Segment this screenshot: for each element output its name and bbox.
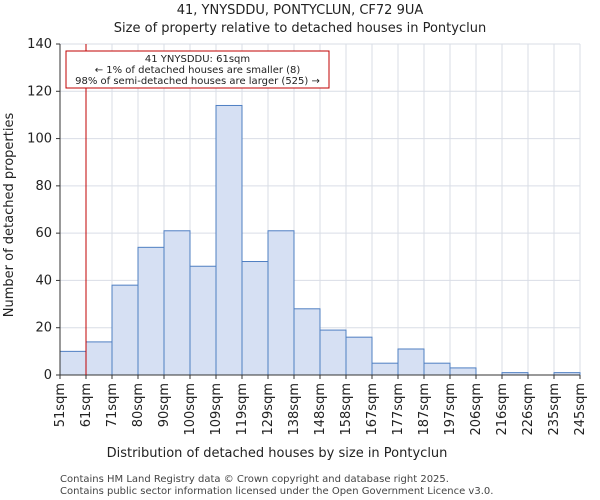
y-tick-label-20: 20 xyxy=(35,321,52,336)
x-tick-label-187sqm: 187sqm xyxy=(417,383,432,436)
x-tick-label-226sqm: 226sqm xyxy=(521,383,536,436)
x-tick-label-177sqm: 177sqm xyxy=(391,383,406,436)
bar-109sqm xyxy=(215,104,243,376)
bar-148sqm xyxy=(319,329,347,376)
annotation-smaller-text: ← 1% of detached houses are smaller (8) xyxy=(95,65,301,76)
bar-61sqm xyxy=(85,341,113,376)
bar-158sqm xyxy=(345,336,373,376)
y-tick-label-60: 60 xyxy=(35,226,52,241)
footer-copyright: Contains HM Land Registry data © Crown c… xyxy=(60,474,449,485)
annotation-box xyxy=(65,50,330,89)
bar-71sqm xyxy=(111,284,139,376)
x-tick-label-71sqm: 71sqm xyxy=(105,383,120,427)
x-axis-label: Distribution of detached houses by size … xyxy=(107,446,448,461)
bar-90sqm xyxy=(163,230,191,376)
y-tick-label-40: 40 xyxy=(35,273,52,288)
x-tick-label-61sqm: 61sqm xyxy=(79,383,94,427)
x-tick-label-167sqm: 167sqm xyxy=(365,383,380,436)
x-tick-label-216sqm: 216sqm xyxy=(495,383,510,436)
x-tick-label-197sqm: 197sqm xyxy=(443,383,458,436)
bar-129sqm xyxy=(267,230,295,376)
y-tick-label-100: 100 xyxy=(27,132,52,147)
chart-subtitle: Size of property relative to detached ho… xyxy=(114,21,486,36)
annotation-property-label: 41 YNYSDDU: 61sqm xyxy=(145,54,250,65)
y-axis-label: Number of detached properties xyxy=(2,113,17,318)
x-tick-label-51sqm: 51sqm xyxy=(53,383,68,427)
bar-138sqm xyxy=(293,308,321,376)
annotation-larger-text: 98% of semi-detached houses are larger (… xyxy=(75,76,320,87)
x-tick-label-109sqm: 109sqm xyxy=(209,383,224,436)
bar-51sqm xyxy=(59,350,87,376)
x-tick-label-129sqm: 129sqm xyxy=(261,383,276,436)
x-tick-label-100sqm: 100sqm xyxy=(183,383,198,436)
y-tick-label-0: 0 xyxy=(44,368,52,383)
footer-licence: Contains public sector information licen… xyxy=(60,486,493,497)
bar-series xyxy=(59,104,581,376)
x-tick-label-138sqm: 138sqm xyxy=(287,383,302,436)
y-tick-label-120: 120 xyxy=(27,84,52,99)
y-tick-label-80: 80 xyxy=(35,179,52,194)
x-tick-label-235sqm: 235sqm xyxy=(547,383,562,436)
x-tick-label-80sqm: 80sqm xyxy=(131,383,146,427)
y-tick-labels: 0 20 40 60 80 100 120 140 xyxy=(27,37,60,383)
x-tick-label-119sqm: 119sqm xyxy=(235,383,250,436)
bar-177sqm xyxy=(397,348,425,376)
bar-119sqm xyxy=(241,261,269,376)
bar-187sqm xyxy=(423,362,451,376)
chart-title: 41, YNYSDDU, PONTYCLUN, CF72 9UA xyxy=(177,3,424,18)
bar-197sqm xyxy=(449,367,477,376)
x-tick-label-206sqm: 206sqm xyxy=(469,383,484,436)
x-tick-label-158sqm: 158sqm xyxy=(339,383,354,436)
x-tick-labels: 51sqm 61sqm 71sqm 80sqm 90sqm 100sqm 109sqm 119… xyxy=(53,375,588,436)
x-tick-label-90sqm: 90sqm xyxy=(157,383,172,427)
x-tick-label-245sqm: 245sqm xyxy=(573,383,588,436)
bar-80sqm xyxy=(137,246,165,376)
bar-167sqm xyxy=(371,362,399,376)
bar-100sqm xyxy=(189,265,217,376)
y-tick-label-140: 140 xyxy=(27,37,52,52)
x-tick-label-148sqm: 148sqm xyxy=(313,383,328,436)
